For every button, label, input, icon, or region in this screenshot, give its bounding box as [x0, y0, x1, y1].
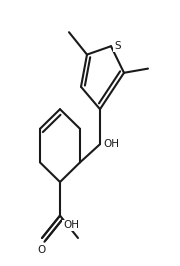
Text: O: O: [38, 245, 46, 255]
Text: OH: OH: [103, 139, 119, 149]
Text: S: S: [114, 41, 121, 51]
Text: OH: OH: [63, 221, 79, 230]
